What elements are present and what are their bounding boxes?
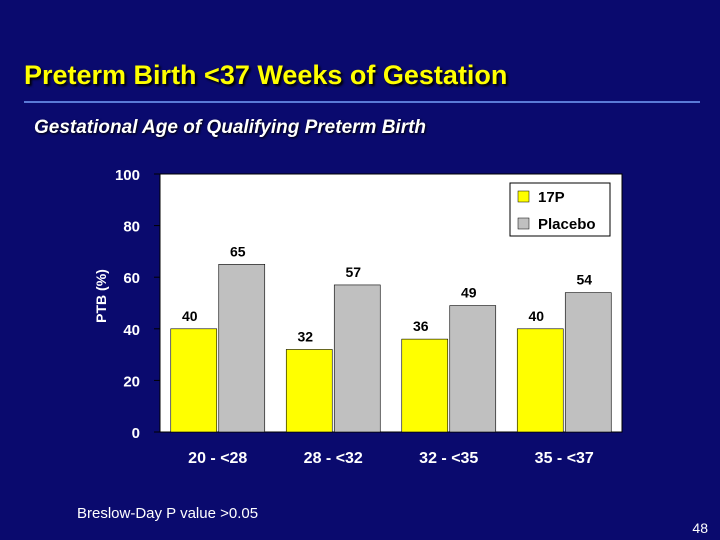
bar-17p-3 bbox=[516, 328, 564, 433]
page-number: 48 bbox=[692, 520, 708, 536]
bar-placebo-3 bbox=[564, 292, 612, 433]
bar-17p-1 bbox=[285, 349, 333, 433]
legend-label-17p: 17P bbox=[538, 189, 565, 206]
y-tick-label: 40 bbox=[123, 322, 140, 339]
slide-title: Preterm Birth <37 Weeks of Gestation bbox=[24, 60, 508, 90]
data-label-17p-2: 36 bbox=[413, 318, 429, 334]
bars-group bbox=[170, 263, 612, 433]
y-tick-label: 60 bbox=[123, 270, 140, 287]
y-axis-label: PTB (%) bbox=[93, 269, 109, 323]
bar-placebo-2 bbox=[449, 305, 497, 433]
data-label-placebo-2: 49 bbox=[461, 285, 477, 301]
data-label-placebo-3: 54 bbox=[576, 272, 592, 288]
bar-placebo-1 bbox=[333, 284, 381, 433]
y-tick-label: 0 bbox=[132, 425, 140, 442]
y-tick-label: 20 bbox=[123, 373, 140, 390]
data-label-placebo-1: 57 bbox=[345, 264, 361, 280]
x-tick-label: 32 - <35 bbox=[419, 450, 478, 467]
x-axis: 20 - <28 28 - <32 32 - <35 35 - <37 bbox=[188, 450, 594, 467]
x-tick-label: 20 - <28 bbox=[188, 450, 247, 467]
data-label-placebo-0: 65 bbox=[230, 243, 246, 259]
y-tick-label: 100 bbox=[115, 167, 140, 184]
slide-subtitle: Gestational Age of Qualifying Preterm Bi… bbox=[34, 117, 427, 138]
data-label-17p-3: 40 bbox=[528, 308, 544, 324]
bar-placebo-0 bbox=[218, 263, 266, 433]
legend-swatch-placebo bbox=[517, 217, 530, 230]
bar-17p-0 bbox=[170, 328, 218, 433]
legend-swatch-17p bbox=[517, 190, 530, 203]
legend-label-placebo: Placebo bbox=[538, 216, 596, 233]
y-tick-label: 80 bbox=[123, 219, 140, 236]
x-tick-label: 35 - <37 bbox=[535, 450, 594, 467]
data-label-17p-0: 40 bbox=[182, 308, 198, 324]
bar-17p-2 bbox=[401, 338, 449, 433]
x-tick-label: 28 - <32 bbox=[304, 450, 363, 467]
title-divider bbox=[24, 101, 700, 103]
legend: 17P Placebo bbox=[509, 182, 611, 237]
y-axis: 0 20 40 60 80 100 bbox=[115, 167, 160, 442]
footnote: Breslow-Day P value >0.05 bbox=[77, 505, 259, 522]
data-labels-group: 40 65 32 57 36 49 40 54 bbox=[182, 243, 592, 344]
data-label-17p-1: 32 bbox=[297, 328, 313, 344]
